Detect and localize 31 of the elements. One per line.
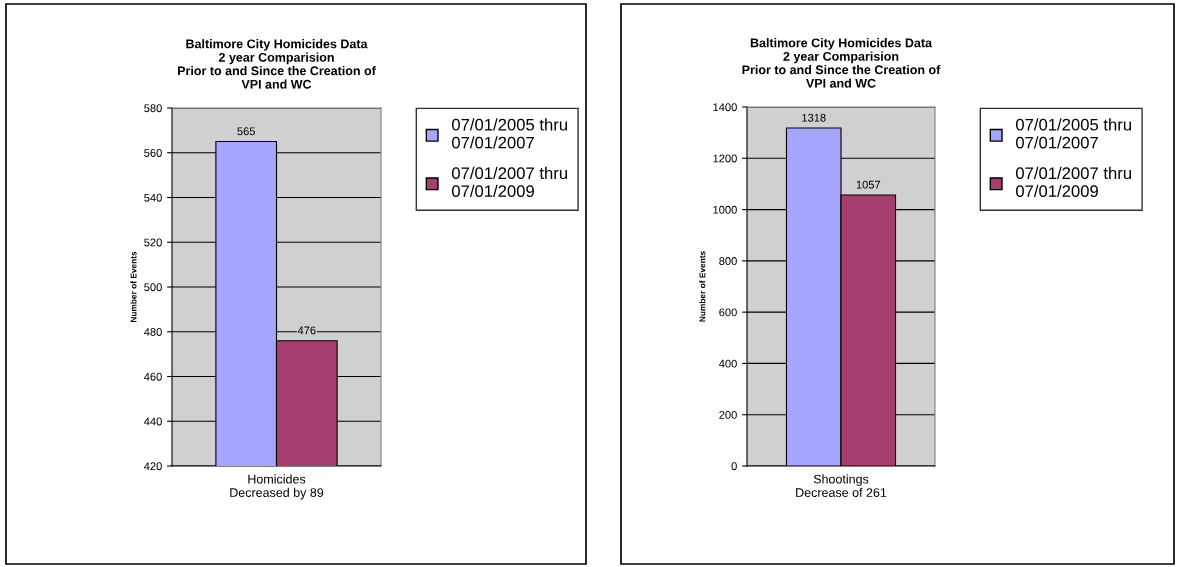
- y-tick-label: 580: [144, 104, 162, 113]
- y-tick-label: 800: [719, 257, 737, 265]
- y-tick-label: 560: [144, 149, 162, 157]
- y-tick-label: 1400: [713, 103, 737, 112]
- y-tick-label: 500: [144, 283, 162, 292]
- legend-label: 07/01/2005 thru 07/01/2007: [1015, 118, 1131, 149]
- x-tick-label: Homicides Decreased by 89: [230, 474, 324, 500]
- y-tick-label: 440: [144, 417, 162, 426]
- legend-label: 07/01/2007 thru 07/01/2009: [1015, 166, 1131, 198]
- y-tick-label: 1000: [713, 205, 737, 214]
- y-tick-label: 520: [144, 238, 162, 247]
- y-tick-label: 420: [144, 462, 162, 471]
- y-tick-label: 600: [719, 308, 737, 317]
- legend-label: 07/01/2007 thru 07/01/2009: [451, 166, 567, 198]
- data-label: 476: [297, 326, 316, 335]
- y-tick-label: 400: [719, 359, 737, 368]
- data-label: 565: [237, 127, 255, 136]
- y-tick-label: 460: [144, 372, 162, 381]
- chart-title: Baltimore City Homicides Data 2 year Comparision Prior to and Since the Creation of VPI and WC: [742, 38, 941, 88]
- y-tick-label: 0: [731, 462, 737, 471]
- y-tick-label: 480: [144, 328, 162, 336]
- y-tick-label: 200: [719, 410, 737, 419]
- y-axis-title: Number of Events: [699, 251, 706, 322]
- x-tick-label: Shootings Decrease of 261: [796, 474, 887, 497]
- y-tick-label: 1200: [713, 154, 737, 163]
- y-axis-title: Number of Events: [130, 251, 137, 323]
- data-label: 1057: [856, 180, 881, 189]
- chart-title: Baltimore City Homicides Data 2 year Comparision Prior to and Since the Creation of VPI and WC: [178, 39, 376, 89]
- y-tick-label: 540: [144, 193, 162, 202]
- legend-label: 07/01/2005 thru 07/01/2007: [451, 118, 567, 149]
- data-label: 1318: [802, 113, 826, 122]
